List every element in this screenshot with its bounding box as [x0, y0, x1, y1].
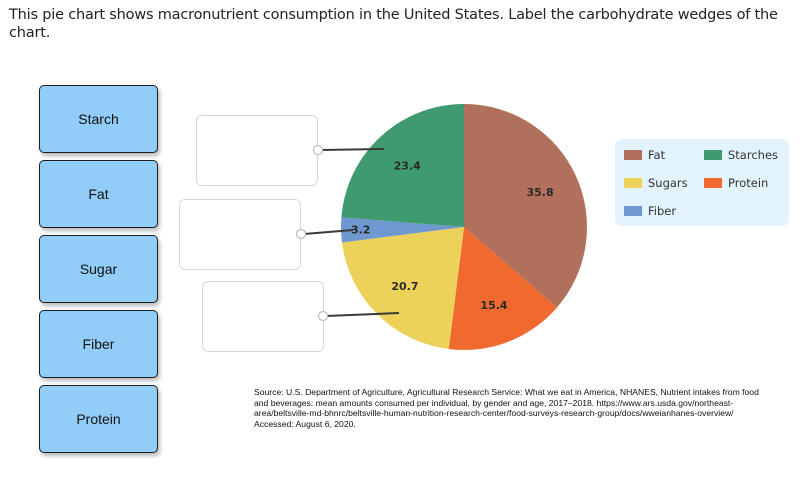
legend-label: Protein [728, 176, 769, 190]
pie-slice-starches [341, 104, 464, 227]
pie-slice-protein [448, 227, 558, 351]
legend-swatch-icon [624, 150, 642, 160]
legend-item-sugars: Sugars [624, 176, 688, 190]
legend-item-fat: Fat [624, 148, 665, 162]
drag-item-starch[interactable]: Starch [39, 85, 158, 153]
pie-label-sugars: 20.7 [391, 280, 418, 293]
pie-label-starches: 23.4 [394, 160, 421, 173]
question-prompt: This pie chart shows macronutrient consu… [9, 7, 778, 41]
leader-line-fiber [303, 229, 354, 235]
drag-item-sugar[interactable]: Sugar [39, 235, 158, 303]
drop-zone-starches[interactable] [196, 115, 318, 186]
legend-label: Starches [728, 148, 779, 162]
leader-line-starches [320, 148, 385, 151]
leader-line-sugars [325, 312, 400, 317]
legend-swatch-icon [704, 150, 722, 160]
legend-swatch-icon [624, 178, 642, 188]
legend-item-starches: Starches [704, 148, 778, 162]
legend-item-fiber: Fiber [624, 204, 676, 218]
pie-data-labels: 35.8 15.4 20.7 3.2 23.4 [351, 160, 554, 312]
pie-slice-fiber [340, 217, 464, 243]
legend-item-protein: Protein [704, 176, 768, 190]
drag-item-fat[interactable]: Fat [39, 160, 158, 228]
pie-slices [340, 104, 587, 351]
legend-swatch-icon [704, 178, 722, 188]
legend-swatch-icon [624, 206, 642, 216]
pie-label-fat: 35.8 [526, 186, 553, 199]
pie-slice-sugars [341, 227, 464, 350]
legend-label: Fiber [648, 204, 677, 218]
pie-slice-fat [464, 104, 587, 308]
source-citation: Source: U.S. Department of Agriculture, … [254, 387, 759, 429]
pie-label-protein: 15.4 [480, 299, 507, 312]
drop-zone-fiber[interactable] [179, 199, 301, 270]
chart-legend: Fat Starches Sugars Protein Fiber [615, 139, 789, 226]
legend-label: Sugars [648, 176, 688, 190]
legend-label: Fat [648, 148, 666, 162]
drop-zone-sugars[interactable] [202, 281, 324, 352]
pie-label-fiber: 3.2 [351, 223, 371, 236]
drag-item-fiber[interactable]: Fiber [39, 310, 158, 378]
drag-item-protein[interactable]: Protein [39, 385, 158, 453]
